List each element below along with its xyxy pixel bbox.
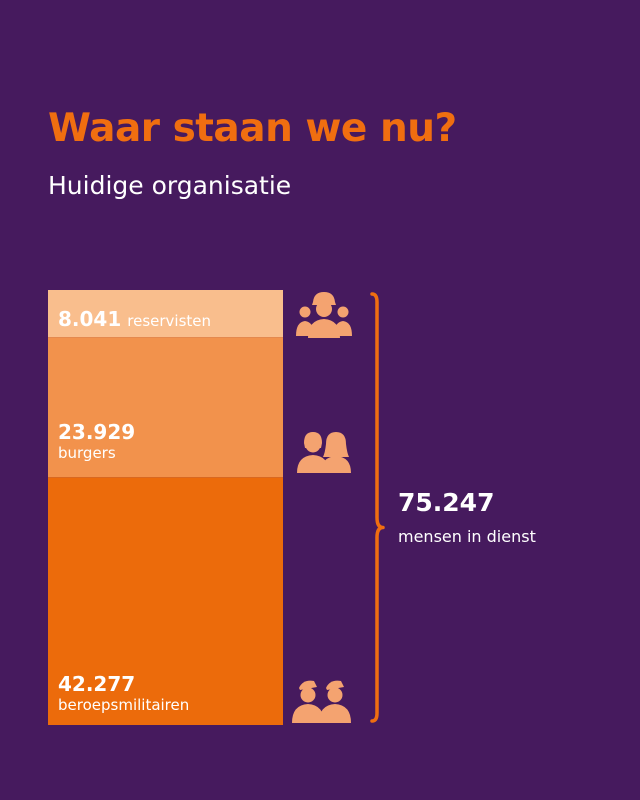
total-value: 75.247 (398, 488, 495, 517)
civilian-couple-icon (297, 432, 351, 474)
total-annotation: 75.247 mensen in dienst (398, 488, 536, 546)
value-label-burgers: 23.929 (58, 420, 136, 445)
bar-segment-beroepsmilitairen (48, 477, 283, 725)
segment-label-reservisten: 8.041 reservisten (58, 308, 211, 330)
professional-soldiers-icon (292, 680, 351, 723)
total-caption: mensen in dienst (398, 527, 536, 546)
segment-label-burgers: 23.929 burgers (58, 421, 135, 462)
category-label-reservisten: reservisten (127, 312, 212, 330)
bar-segment-burgers (48, 337, 283, 478)
page-title: Waar staan we nu? (48, 106, 457, 151)
value-label-beroepsmilitairen: 42.277 (58, 672, 136, 696)
value-label-reservisten: 8.041 (58, 307, 122, 331)
bar-segment-reservisten (48, 290, 283, 338)
category-label-burgers: burgers (58, 444, 116, 463)
total-brace (370, 292, 385, 723)
reservist-soldier-group-icon (296, 292, 352, 338)
segment-label-beroepsmilitairen: 42.277 beroepsmilitairen (58, 673, 189, 714)
page-subtitle: Huidige organisatie (48, 171, 292, 200)
category-label-beroepsmilitairen: beroepsmilitairen (58, 696, 190, 714)
